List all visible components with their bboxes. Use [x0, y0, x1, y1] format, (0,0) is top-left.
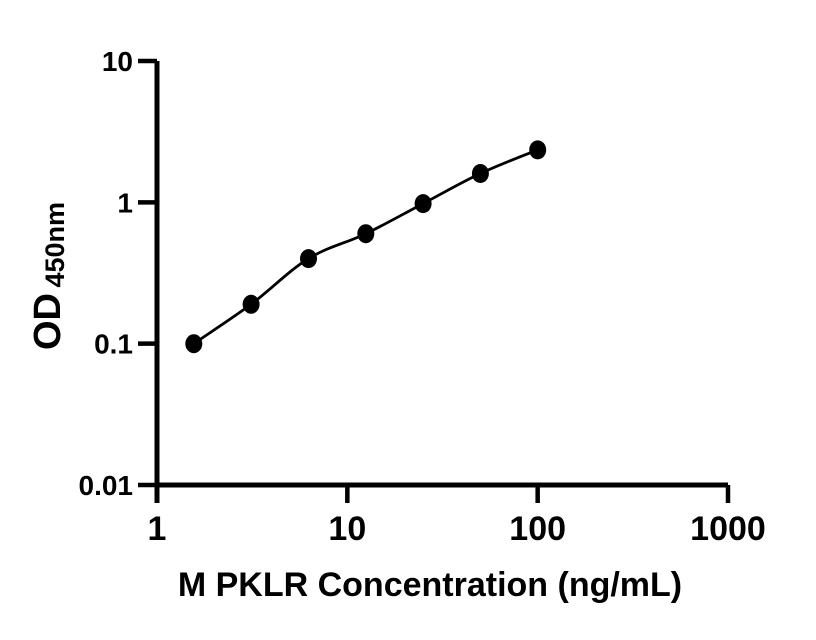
data-point-5 — [471, 164, 489, 183]
axis-tick-labels: 0.01 0.1 1 10 1 10 100 1000 — [79, 46, 766, 548]
x-axis-title: M PKLR Concentration (ng/mL) — [178, 566, 682, 604]
y-tick-label-2: 1 — [117, 187, 133, 218]
x-tick-label-3: 1000 — [690, 510, 766, 548]
data-point-6 — [529, 140, 547, 160]
data-point-3 — [357, 224, 375, 244]
axes — [154, 61, 728, 503]
x-tick-label-0: 1 — [148, 510, 167, 548]
y-axis-title-main: OD — [27, 293, 69, 350]
y-tick-label-0: 0.01 — [79, 470, 134, 501]
data-point-1 — [242, 294, 260, 314]
y-tick-label-1: 0.1 — [94, 329, 133, 360]
data-points — [185, 140, 547, 354]
x-tick-label-1: 10 — [328, 510, 366, 548]
data-point-4 — [414, 194, 432, 214]
data-point-2 — [300, 249, 317, 269]
y-axis-title-subscript: 450nm — [40, 202, 70, 288]
axis-ticks — [138, 58, 731, 503]
y-tick-label-3: 10 — [102, 46, 133, 77]
x-tick-label-2: 100 — [509, 510, 566, 548]
data-point-0 — [185, 334, 203, 354]
y-axis-title: OD 450nm — [27, 202, 70, 350]
